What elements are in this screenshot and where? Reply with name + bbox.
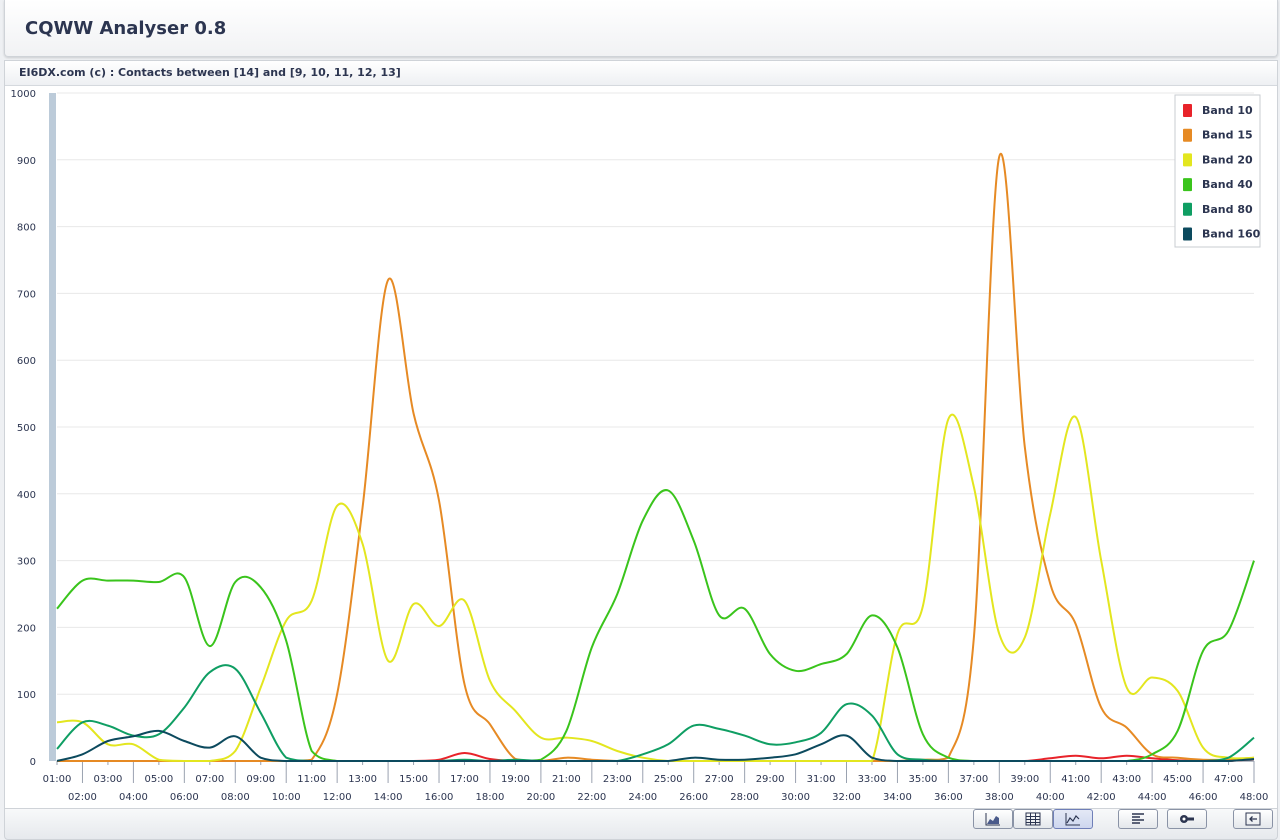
- x-tick-label: 37:00: [959, 774, 988, 785]
- x-tick-label: 28:00: [730, 792, 759, 803]
- x-tick-label: 18:00: [476, 792, 505, 803]
- x-tick-label: 39:00: [1010, 774, 1039, 785]
- legend-swatch: [1183, 153, 1192, 167]
- y-tick-label: 800: [17, 223, 36, 234]
- line-chart-icon: [1065, 813, 1080, 826]
- x-tick-label: 01:00: [43, 774, 72, 785]
- x-tick-label: 41:00: [1061, 774, 1090, 785]
- y-tick-label: 200: [17, 623, 36, 634]
- series-line-band-160: [56, 729, 1255, 762]
- series-line-band-80: [56, 664, 1255, 762]
- exit-icon: [1245, 812, 1261, 826]
- x-tick-label: 35:00: [909, 774, 938, 785]
- x-tick-label: 12:00: [323, 792, 352, 803]
- chart-panel: 0 100 200 300 400 500 600 700 800 900 1000 01:00 02:…: [4, 60, 1278, 810]
- x-tick-label: 23:00: [603, 774, 632, 785]
- x-tick-label: 22:00: [577, 792, 606, 803]
- app-title: CQWW Analyser 0.8: [25, 18, 227, 39]
- wrench-icon: [1180, 815, 1194, 823]
- area-chart-button[interactable]: [973, 809, 1013, 829]
- y-tick-label: 600: [17, 356, 36, 367]
- x-tick-label: 30:00: [781, 792, 810, 803]
- x-tick-label: 48:00: [1240, 792, 1269, 803]
- legend-label: Band 160: [1202, 228, 1261, 241]
- x-tick-label: 13:00: [348, 774, 377, 785]
- y-tick-label: 400: [17, 490, 36, 501]
- legend-swatch: [1183, 104, 1192, 117]
- x-tick-label: 09:00: [246, 774, 275, 785]
- table-icon: [1025, 812, 1041, 826]
- legend-label: Band 15: [1202, 129, 1253, 142]
- exit-button[interactable]: [1233, 809, 1273, 829]
- panel-header: EI6DX.com (c) : Contacts between [14] an…: [5, 61, 1277, 86]
- x-tick-label: 34:00: [883, 792, 912, 803]
- x-tick-label: 06:00: [170, 792, 199, 803]
- panel-title: EI6DX.com (c) : Contacts between [14] an…: [19, 66, 401, 79]
- line-chart-button[interactable]: [1053, 809, 1093, 829]
- y-tick-label: 900: [17, 156, 36, 167]
- x-tick-label: 24:00: [628, 792, 657, 803]
- settings-button[interactable]: [1167, 809, 1207, 829]
- x-tick-label: 33:00: [858, 774, 887, 785]
- x-tick-label: 15:00: [399, 774, 428, 785]
- x-tick-label: 36:00: [934, 792, 963, 803]
- x-tick-label: 40:00: [1036, 792, 1065, 803]
- x-tick-label: 29:00: [756, 774, 785, 785]
- x-tick-label: 04:00: [119, 792, 148, 803]
- series-line-band-40: [56, 489, 1255, 762]
- x-tick-label: 31:00: [807, 774, 836, 785]
- table-button[interactable]: [1013, 809, 1053, 829]
- x-tick-label: 07:00: [195, 774, 224, 785]
- legend-label: Band 40: [1202, 178, 1253, 191]
- x-tick-label: 47:00: [1214, 774, 1243, 785]
- x-tick-label: 27:00: [705, 774, 734, 785]
- summary-button[interactable]: [1118, 809, 1158, 829]
- x-tick-label: 32:00: [832, 792, 861, 803]
- x-tick-label: 17:00: [450, 774, 479, 785]
- x-tick-label: 43:00: [1112, 774, 1141, 785]
- legend-swatch: [1183, 202, 1192, 216]
- area-chart-icon: [985, 813, 1000, 826]
- legend-label: Band 10: [1202, 104, 1253, 117]
- vertical-scrollbar[interactable]: [49, 93, 56, 761]
- x-tick-label: 21:00: [552, 774, 581, 785]
- legend-swatch: [1183, 178, 1192, 192]
- legend-label: Band 80: [1202, 203, 1253, 216]
- x-tick-label: 38:00: [985, 792, 1014, 803]
- series-line-band-20: [56, 413, 1255, 762]
- y-tick-label: 300: [17, 557, 36, 568]
- x-tick-label: 02:00: [68, 792, 97, 803]
- x-tick-label: 14:00: [374, 792, 403, 803]
- x-tick-label: 08:00: [221, 792, 250, 803]
- x-tick-label: 03:00: [94, 774, 123, 785]
- x-tick-label: 42:00: [1087, 792, 1116, 803]
- x-tick-label: 26:00: [679, 792, 708, 803]
- legend-swatch: [1183, 128, 1192, 142]
- y-tick-label: 500: [17, 423, 36, 434]
- app-titlebar: CQWW Analyser 0.8: [4, 0, 1278, 57]
- legend: [1174, 94, 1261, 248]
- x-tick-label: 45:00: [1163, 774, 1192, 785]
- legend-label: Band 20: [1202, 153, 1253, 166]
- y-tick-label: 1000: [11, 89, 36, 100]
- y-tick-label: 100: [17, 690, 36, 701]
- x-tick-label: 10:00: [272, 792, 301, 803]
- x-tick-label: 44:00: [1138, 792, 1167, 803]
- toolbar: [4, 808, 1278, 840]
- x-tick-label: 20:00: [526, 792, 555, 803]
- y-tick-label: 700: [17, 289, 36, 300]
- x-tick-label: 25:00: [654, 774, 683, 785]
- x-tick-label: 05:00: [144, 774, 173, 785]
- x-tick-label: 16:00: [425, 792, 454, 803]
- line-chart: 0 100 200 300 400 500 600 700 800 900 1000 01:00 02:…: [11, 89, 1269, 803]
- x-tick-label: 11:00: [297, 774, 326, 785]
- y-tick-label: 0: [30, 757, 36, 768]
- align-left-icon: [1132, 813, 1144, 824]
- x-tick-label: 19:00: [501, 774, 530, 785]
- x-tick-label: 46:00: [1189, 792, 1218, 803]
- legend-swatch: [1183, 227, 1192, 241]
